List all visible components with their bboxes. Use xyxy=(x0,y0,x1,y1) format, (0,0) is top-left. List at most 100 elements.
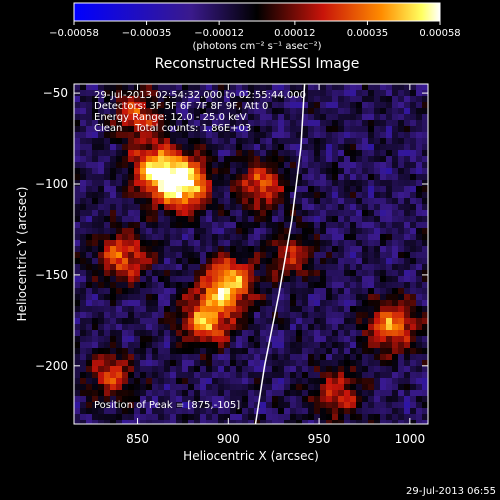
heatmap-cell xyxy=(206,384,212,390)
heatmap-cell xyxy=(368,390,374,396)
heatmap-cell xyxy=(74,330,80,336)
heatmap-cell xyxy=(260,138,266,144)
heatmap-cell xyxy=(362,216,368,222)
heatmap-cell xyxy=(80,246,86,252)
heatmap-cell xyxy=(410,378,416,384)
heatmap-cell xyxy=(260,96,266,102)
heatmap-cell xyxy=(128,300,134,306)
heatmap-cell xyxy=(200,366,206,372)
heatmap-cell xyxy=(260,246,266,252)
heatmap-cell xyxy=(194,234,200,240)
heatmap-cell xyxy=(134,408,140,414)
heatmap-cell xyxy=(80,192,86,198)
heatmap-cell xyxy=(272,414,278,420)
heatmap-cell xyxy=(272,126,278,132)
heatmap-cell xyxy=(356,330,362,336)
heatmap-cell xyxy=(422,366,428,372)
heatmap-cell xyxy=(194,288,200,294)
heatmap-cell xyxy=(308,372,314,378)
heatmap-cell xyxy=(422,234,428,240)
heatmap-cell xyxy=(398,312,404,318)
heatmap-cell xyxy=(116,372,122,378)
heatmap-cell xyxy=(410,210,416,216)
heatmap-cell xyxy=(80,312,86,318)
heatmap-cell xyxy=(230,216,236,222)
heatmap-cell xyxy=(380,288,386,294)
heatmap-cell xyxy=(278,390,284,396)
heatmap-cell xyxy=(260,282,266,288)
heatmap-cell xyxy=(134,204,140,210)
heatmap-cell xyxy=(212,132,218,138)
heatmap-cell xyxy=(314,282,320,288)
heatmap-cell xyxy=(368,348,374,354)
heatmap-cell xyxy=(368,396,374,402)
heatmap-cell xyxy=(338,348,344,354)
heatmap-cell xyxy=(302,174,308,180)
heatmap-cell xyxy=(404,108,410,114)
heatmap-cell xyxy=(140,108,146,114)
heatmap-cell xyxy=(110,240,116,246)
heatmap-cell xyxy=(242,240,248,246)
heatmap-cell xyxy=(212,372,218,378)
heatmap-cell xyxy=(386,336,392,342)
annotation-energy-range: Energy Range: 12.0 - 25.0 keV xyxy=(94,112,247,123)
heatmap-cell xyxy=(278,306,284,312)
heatmap-cell xyxy=(380,108,386,114)
heatmap-cell xyxy=(410,354,416,360)
heatmap-cell xyxy=(254,84,260,90)
heatmap-cell xyxy=(218,396,224,402)
heatmap-cell xyxy=(206,402,212,408)
heatmap-cell xyxy=(350,294,356,300)
heatmap-cell xyxy=(386,264,392,270)
heatmap-cell xyxy=(374,294,380,300)
heatmap-cell xyxy=(140,330,146,336)
heatmap-cell xyxy=(104,216,110,222)
heatmap-cell xyxy=(134,312,140,318)
heatmap-cell xyxy=(230,360,236,366)
heatmap-cell xyxy=(242,258,248,264)
heatmap-cell xyxy=(80,354,86,360)
heatmap-cell xyxy=(224,96,230,102)
heatmap-cell xyxy=(122,372,128,378)
heatmap-cell xyxy=(182,96,188,102)
heatmap-cell xyxy=(416,90,422,96)
heatmap-cell xyxy=(170,318,176,324)
heatmap-cell xyxy=(176,84,182,90)
heatmap-cell xyxy=(194,348,200,354)
heatmap-cell xyxy=(326,402,332,408)
heatmap-cell xyxy=(140,264,146,270)
heatmap-cell xyxy=(80,282,86,288)
heatmap-cell xyxy=(284,324,290,330)
heatmap-cell xyxy=(230,102,236,108)
heatmap-cell xyxy=(302,156,308,162)
heatmap-cell xyxy=(212,174,218,180)
heatmap-cell xyxy=(410,252,416,258)
heatmap-cell xyxy=(230,378,236,384)
heatmap-cell xyxy=(140,276,146,282)
heatmap-cell xyxy=(182,282,188,288)
heatmap-cell xyxy=(98,306,104,312)
heatmap-cell xyxy=(392,312,398,318)
heatmap-cell xyxy=(338,342,344,348)
heatmap-cell xyxy=(416,216,422,222)
heatmap-cell xyxy=(86,354,92,360)
heatmap-cell xyxy=(326,294,332,300)
heatmap-cell xyxy=(404,312,410,318)
heatmap-cell xyxy=(248,372,254,378)
heatmap-cell xyxy=(386,108,392,114)
heatmap-cell xyxy=(410,402,416,408)
heatmap-cell xyxy=(344,342,350,348)
heatmap-cell xyxy=(98,414,104,420)
heatmap-cell xyxy=(410,168,416,174)
heatmap-cell xyxy=(92,210,98,216)
heatmap-cell xyxy=(398,174,404,180)
heatmap-cell xyxy=(272,354,278,360)
heatmap-cell xyxy=(164,186,170,192)
heatmap-cell xyxy=(296,144,302,150)
heatmap-cell xyxy=(92,204,98,210)
heatmap-cell xyxy=(188,384,194,390)
heatmap-cell xyxy=(158,372,164,378)
heatmap-cell xyxy=(224,282,230,288)
heatmap-cell xyxy=(206,180,212,186)
heatmap-cell xyxy=(242,402,248,408)
